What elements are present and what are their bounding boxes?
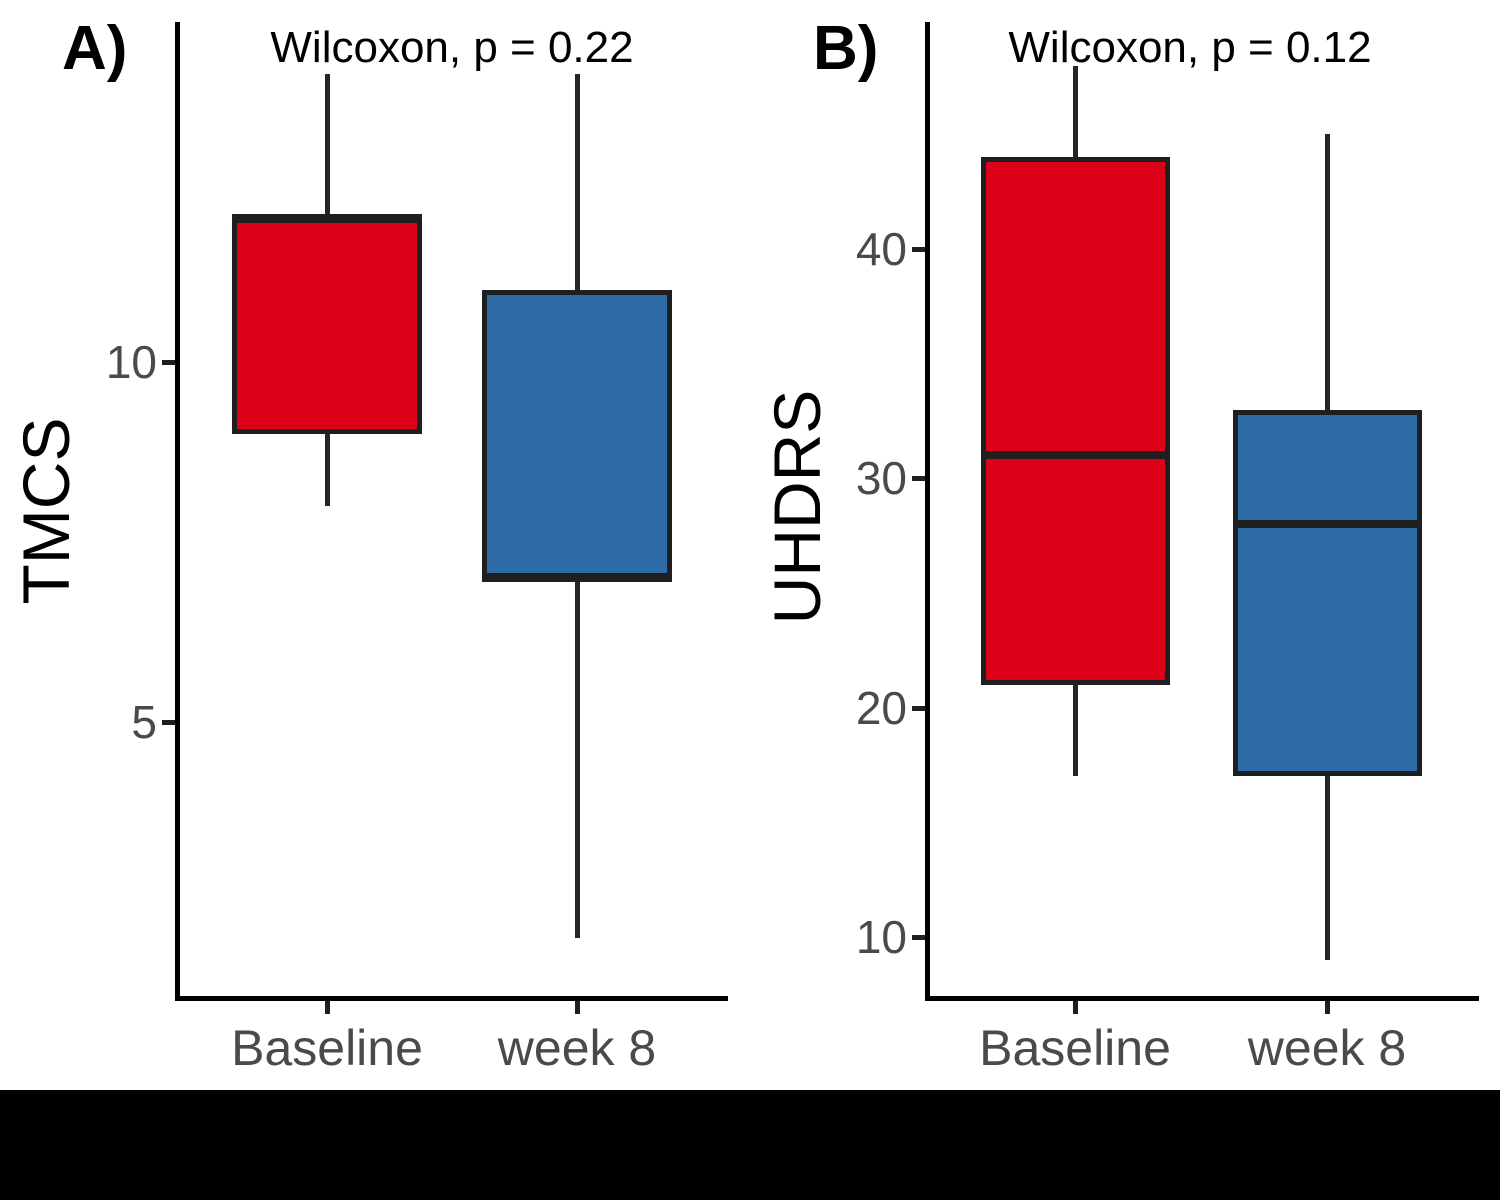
- median-line: [980, 451, 1170, 460]
- y-axis-line: [175, 22, 180, 1001]
- median-line: [482, 573, 672, 582]
- y-tick-mark: [912, 705, 925, 711]
- y-tick-mark: [162, 719, 175, 725]
- x-tick-mark: [1073, 1001, 1078, 1014]
- y-tick-mark: [912, 247, 925, 252]
- y-tick-label: 5: [131, 695, 157, 748]
- y-tick-label: 20: [855, 681, 907, 734]
- box-baseline: [232, 217, 422, 434]
- panel-a-label: A): [62, 14, 128, 83]
- x-tick-label: week 8: [1247, 1020, 1407, 1076]
- y-tick-label: 10: [105, 335, 157, 388]
- x-tick-mark: [325, 1001, 330, 1014]
- upper-whisker: [1073, 65, 1078, 158]
- lower-whisker: [1073, 684, 1078, 777]
- median-line: [232, 213, 422, 222]
- y-tick-label: 40: [855, 223, 907, 275]
- upper-whisker: [325, 73, 330, 218]
- x-tick-label: Baseline: [231, 1020, 423, 1076]
- panel-a-y-axis-title: TMCS: [9, 417, 83, 605]
- x-tick-mark: [575, 1001, 580, 1014]
- y-axis-line: [925, 22, 930, 1001]
- panel-a-subtitle: Wilcoxon, p = 0.22: [270, 23, 634, 72]
- box-week-8: [1232, 409, 1422, 777]
- y-tick-mark: [912, 934, 925, 940]
- panel-b-label: B): [813, 14, 879, 83]
- upper-whisker: [575, 73, 580, 290]
- median-line: [1232, 520, 1422, 529]
- lower-whisker: [1325, 776, 1330, 960]
- box-week-8: [482, 289, 672, 578]
- y-tick-mark: [162, 359, 175, 365]
- y-tick-label: 10: [855, 910, 907, 963]
- lower-whisker: [325, 433, 330, 506]
- bottom-black-bar: [0, 1090, 1500, 1200]
- x-axis-line: [925, 996, 1479, 1001]
- y-tick-mark: [912, 476, 925, 482]
- panel-b-subtitle: Wilcoxon, p = 0.12: [1008, 23, 1372, 72]
- x-tick-mark: [1325, 1001, 1330, 1014]
- x-tick-label: Baseline: [979, 1020, 1171, 1076]
- x-axis-line: [175, 996, 728, 1001]
- upper-whisker: [1325, 134, 1330, 410]
- panel-b-y-axis-title: UHDRS: [760, 389, 834, 625]
- box-baseline: [980, 157, 1170, 685]
- y-tick-label: 30: [855, 452, 907, 505]
- x-tick-label: week 8: [497, 1020, 657, 1076]
- lower-whisker: [575, 577, 580, 938]
